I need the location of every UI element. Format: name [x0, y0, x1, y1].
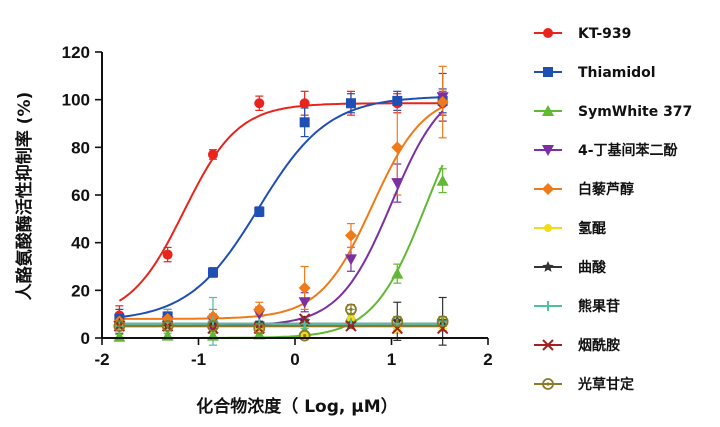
legend-label: 4-丁基间苯二酚 [578, 142, 679, 159]
series-2-point [113, 330, 126, 342]
legend: KT-939 Thiamidol SymWhite 377 4-丁基间苯二酚白藜芦醇氢… [534, 26, 692, 393]
legend-item: 烟酰胺 [534, 337, 620, 354]
series-0-point [162, 249, 173, 260]
legend-marker [542, 145, 554, 156]
legend-label: 氢醌 [578, 220, 606, 237]
series-0-point [207, 149, 218, 160]
series-9-point [391, 315, 404, 328]
legend-label: 光草甘定 [577, 376, 634, 393]
legend-item: KT-939 [534, 26, 631, 42]
y-tick-label: 20 [71, 281, 90, 300]
series-8-point [298, 313, 311, 325]
series-2-point [391, 267, 404, 279]
y-tick-label: 40 [71, 234, 90, 253]
y-axis-title: 人酪氨酸酶活性抑制率 (%) [14, 92, 35, 301]
legend-label: Thiamidol [578, 65, 656, 81]
x-axis-title: 化合物浓度（ Log, μM） [196, 396, 397, 417]
series-8-point [207, 322, 219, 335]
legend-marker [544, 224, 552, 232]
series-9-point [207, 320, 219, 332]
series-1-point [345, 98, 356, 109]
legend-item: 熊果苷 [534, 298, 620, 315]
x-tick-label: 0 [290, 350, 299, 369]
legend-item: 氢醌 [534, 220, 606, 237]
legend-marker [542, 183, 554, 195]
legend-label: 烟酰胺 [578, 337, 620, 354]
series-0-point [254, 98, 265, 109]
series-1-point [254, 206, 265, 217]
series-3-point [344, 254, 357, 266]
data-points [113, 92, 449, 342]
legend-marker [542, 378, 554, 390]
legend-marker [542, 105, 554, 116]
series-4-point [298, 281, 311, 294]
series-9-point [298, 329, 311, 342]
series-1-fit-curve [119, 96, 443, 319]
legend-item: 白藜芦醇 [534, 181, 634, 198]
series-0-fit-curve [118, 102, 443, 302]
legend-item: Thiamidol [534, 65, 656, 81]
legend-label: 白藜芦醇 [578, 181, 634, 198]
legend-label: SymWhite 377 [578, 104, 692, 120]
series-3-point [391, 178, 404, 190]
legend-marker [543, 67, 553, 77]
series-9-point [253, 322, 266, 335]
legend-marker [542, 339, 554, 351]
legend-item: SymWhite 377 [534, 104, 692, 120]
x-tick-label: -1 [191, 350, 206, 369]
series-3-point [298, 297, 311, 309]
series-4-point [344, 229, 357, 242]
series-1-point [392, 95, 403, 106]
series-9-point [161, 320, 174, 332]
legend-label: 熊果苷 [578, 298, 620, 315]
series-8-point [345, 320, 357, 332]
legend-marker [543, 301, 553, 311]
x-tick-label: 2 [483, 350, 492, 369]
y-tick-label: 120 [62, 43, 90, 62]
series-4-point [253, 303, 266, 316]
legend-item: 4-丁基间苯二酚 [534, 142, 679, 159]
x-tick-label: 1 [387, 350, 396, 369]
series-9-point [345, 303, 357, 316]
x-tick-label: -2 [94, 350, 109, 369]
legend-marker [543, 28, 553, 38]
y-tick-label: 0 [81, 329, 90, 348]
series-7-point [299, 318, 310, 329]
series-4-fit-curve [119, 106, 444, 320]
series-0-point [299, 98, 310, 109]
series-1-point [207, 267, 218, 278]
series-3-fit-curve [119, 110, 444, 328]
series-9-point [436, 315, 449, 328]
legend-item: 光草甘定 [534, 376, 634, 393]
series-4-point [391, 141, 404, 154]
y-tick-label: 60 [71, 186, 90, 205]
y-tick-label: 100 [62, 91, 90, 110]
y-tick-label: 80 [71, 138, 90, 157]
series-4-point [436, 96, 449, 109]
series-1-point [299, 117, 310, 128]
legend-marker [542, 261, 554, 272]
legend-label: KT-939 [578, 26, 631, 42]
series-2-point [436, 174, 449, 186]
series-9-point [113, 320, 126, 332]
legend-label: 曲酸 [578, 259, 607, 276]
legend-item: 曲酸 [534, 259, 607, 276]
